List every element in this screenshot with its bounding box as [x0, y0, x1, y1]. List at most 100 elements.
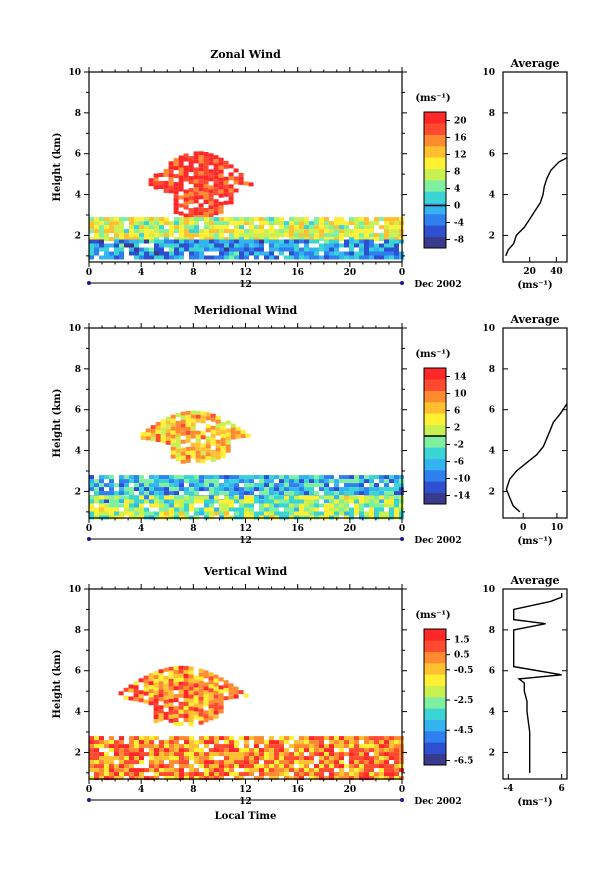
- heat-cell: [374, 744, 379, 749]
- heat-cell: [384, 479, 389, 484]
- heat-cell: [304, 744, 309, 749]
- heat-cell: [359, 483, 364, 488]
- heat-cell: [369, 475, 374, 480]
- heat-cell: [180, 439, 186, 444]
- heat-cell: [208, 173, 214, 178]
- heat-cell: [173, 714, 179, 719]
- heat-cell: [374, 776, 379, 781]
- heat-cell: [249, 507, 254, 512]
- average-x-tick-label: -4: [503, 784, 513, 794]
- heat-cell: [299, 748, 304, 753]
- heat-cell: [193, 207, 199, 212]
- heat-cell: [129, 475, 134, 480]
- heat-cell: [264, 764, 269, 769]
- heat-cell: [334, 239, 339, 244]
- heat-cell: [94, 217, 99, 222]
- heat-cell: [129, 736, 134, 741]
- heat-cell: [218, 157, 224, 162]
- heat-cell: [179, 255, 184, 260]
- heat-cell: [104, 776, 109, 781]
- heat-cell: [329, 740, 334, 745]
- heat-cell: [198, 187, 204, 192]
- heat-cell: [193, 691, 199, 696]
- heat-cell: [304, 217, 309, 222]
- heat-cell: [189, 740, 194, 745]
- heat-cell: [153, 683, 159, 687]
- heat-cell: [129, 247, 134, 252]
- heat-cell: [129, 748, 134, 753]
- heat-cell: [169, 255, 174, 260]
- heat-cell: [244, 217, 249, 222]
- heat-cell: [199, 479, 204, 484]
- heat-cell: [309, 251, 314, 256]
- heat-cell: [334, 255, 339, 260]
- heat-cell: [163, 188, 169, 193]
- average-profile-line: [513, 593, 563, 773]
- heat-cell: [354, 491, 359, 496]
- heat-cell: [169, 487, 174, 492]
- heat-cell: [219, 768, 224, 773]
- heat-cell: [99, 507, 104, 512]
- heat-cell: [89, 744, 94, 749]
- heat-cell: [339, 511, 344, 516]
- heat-cell: [219, 243, 224, 248]
- heat-cell: [233, 180, 239, 185]
- heat-cell: [179, 736, 184, 741]
- heat-cell: [219, 487, 224, 492]
- heat-cell: [185, 426, 191, 431]
- heat-cell: [249, 760, 254, 765]
- average-y-tick-label: 10: [482, 585, 495, 595]
- heat-cell: [228, 691, 234, 696]
- heat-cell: [334, 756, 339, 761]
- heat-cell: [389, 740, 394, 745]
- heat-cell: [139, 499, 144, 504]
- heat-cell: [259, 507, 264, 512]
- heat-cell: [149, 237, 154, 242]
- heat-cell: [89, 752, 94, 757]
- heat-cell: [165, 420, 171, 425]
- heat-cell: [374, 736, 379, 741]
- colorbar-segment: [424, 629, 446, 641]
- heat-cell: [143, 687, 149, 692]
- heat-cell: [158, 717, 164, 722]
- heat-cell: [324, 511, 329, 516]
- heat-cell: [129, 237, 134, 242]
- heat-cell: [184, 217, 189, 222]
- heat-cell: [319, 229, 324, 234]
- heat-cell: [124, 507, 129, 512]
- heat-cell: [189, 487, 194, 492]
- heat-cell: [384, 225, 389, 230]
- heat-cell: [134, 748, 139, 753]
- heat-cell: [349, 233, 354, 238]
- heat-cell: [389, 744, 394, 749]
- heat-cell: [94, 772, 99, 777]
- heat-cell: [254, 233, 259, 238]
- heat-cell: [134, 247, 139, 252]
- heat-cell: [204, 255, 209, 260]
- heat-cell: [389, 479, 394, 484]
- heat-cell: [274, 776, 279, 781]
- colorbar-tick-label: 10: [454, 390, 467, 400]
- heat-cell: [249, 495, 254, 500]
- heat-cell: [225, 448, 231, 453]
- heat-cell: [304, 499, 309, 504]
- heat-cell: [174, 491, 179, 496]
- heat-cell: [198, 708, 204, 713]
- heat-cell: [354, 251, 359, 256]
- heat-cell: [209, 772, 214, 777]
- heat-cell: [203, 674, 209, 679]
- heat-cell: [314, 233, 319, 238]
- heat-cell: [179, 479, 184, 484]
- heat-cell: [183, 169, 189, 174]
- heat-cell: [114, 217, 119, 222]
- heat-cell: [349, 764, 354, 769]
- heat-cell: [119, 225, 124, 230]
- heat-cell: [289, 756, 294, 761]
- heat-cell: [213, 155, 219, 160]
- heat-cell: [124, 744, 129, 749]
- colorbar-segment: [424, 214, 446, 226]
- heat-cell: [223, 680, 229, 685]
- heat-cell: [129, 221, 134, 226]
- heat-cell: [299, 744, 304, 749]
- heat-cell: [254, 251, 259, 256]
